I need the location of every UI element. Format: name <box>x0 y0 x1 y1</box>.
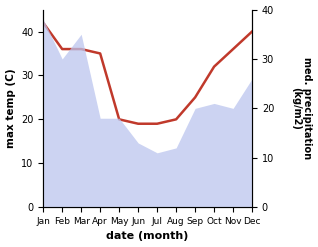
X-axis label: date (month): date (month) <box>107 231 189 242</box>
Y-axis label: med. precipitation
(kg/m2): med. precipitation (kg/m2) <box>291 57 313 159</box>
Y-axis label: max temp (C): max temp (C) <box>5 69 16 148</box>
